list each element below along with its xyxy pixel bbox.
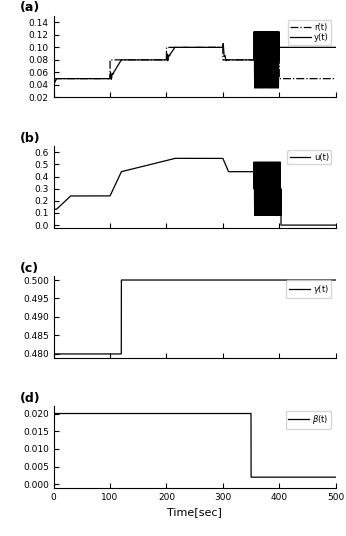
y(t) bbox=[246, 57, 250, 63]
u(t) bbox=[246, 168, 250, 175]
u(t) bbox=[243, 168, 247, 175]
y(t) bbox=[52, 81, 56, 88]
r(t) bbox=[216, 44, 220, 50]
$\gamma$(t) bbox=[243, 277, 247, 283]
y(t) bbox=[320, 44, 324, 50]
$\beta$(t) bbox=[334, 474, 338, 480]
$\gamma$(t) bbox=[81, 351, 85, 357]
$\gamma$(t) bbox=[334, 277, 338, 283]
u(t) bbox=[52, 206, 56, 213]
u(t) bbox=[320, 222, 324, 228]
$\beta$(t) bbox=[107, 410, 111, 416]
r(t) bbox=[107, 76, 111, 82]
$\beta$(t) bbox=[243, 410, 247, 416]
y(t) bbox=[252, 28, 256, 35]
$\gamma$(t) bbox=[107, 351, 111, 357]
X-axis label: Time[sec]: Time[sec] bbox=[167, 507, 222, 517]
Text: (d): (d) bbox=[20, 392, 40, 405]
y(t) bbox=[334, 44, 338, 50]
Line: $\beta$(t): $\beta$(t) bbox=[54, 413, 336, 477]
Text: (b): (b) bbox=[20, 131, 40, 145]
$\gamma$(t) bbox=[320, 277, 324, 283]
y(t) bbox=[253, 85, 257, 91]
u(t) bbox=[81, 193, 85, 199]
y(t) bbox=[243, 57, 247, 63]
y(t) bbox=[216, 44, 220, 50]
Legend: $\beta$(t): $\beta$(t) bbox=[286, 411, 331, 429]
$\gamma$(t) bbox=[216, 277, 220, 283]
$\beta$(t) bbox=[216, 410, 220, 416]
y(t) bbox=[81, 76, 85, 82]
r(t) bbox=[334, 76, 338, 82]
Legend: u(t): u(t) bbox=[287, 151, 331, 165]
u(t) bbox=[107, 193, 111, 199]
u(t) bbox=[334, 222, 338, 228]
$\beta$(t) bbox=[246, 410, 250, 416]
y(t) bbox=[107, 76, 111, 82]
r(t) bbox=[320, 76, 324, 82]
$\gamma$(t) bbox=[52, 351, 56, 357]
Legend: r(t), y(t): r(t), y(t) bbox=[288, 20, 331, 45]
r(t) bbox=[246, 57, 250, 63]
$\gamma$(t) bbox=[246, 277, 250, 283]
Line: y(t): y(t) bbox=[54, 32, 336, 88]
$\beta$(t) bbox=[52, 410, 56, 416]
r(t) bbox=[164, 44, 169, 50]
r(t) bbox=[243, 57, 247, 63]
$\beta$(t) bbox=[320, 474, 324, 480]
Line: u(t): u(t) bbox=[54, 158, 336, 225]
u(t) bbox=[279, 222, 283, 228]
$\gamma$(t) bbox=[119, 277, 124, 283]
Text: (c): (c) bbox=[20, 262, 39, 274]
$\beta$(t) bbox=[81, 410, 85, 416]
Legend: $\gamma$(t): $\gamma$(t) bbox=[286, 280, 331, 299]
Text: (a): (a) bbox=[20, 2, 40, 14]
Line: r(t): r(t) bbox=[54, 47, 336, 79]
r(t) bbox=[81, 76, 85, 82]
u(t) bbox=[173, 155, 177, 161]
r(t) bbox=[52, 76, 56, 82]
$\beta$(t) bbox=[249, 474, 253, 480]
Line: $\gamma$(t): $\gamma$(t) bbox=[54, 280, 336, 354]
u(t) bbox=[216, 155, 220, 161]
